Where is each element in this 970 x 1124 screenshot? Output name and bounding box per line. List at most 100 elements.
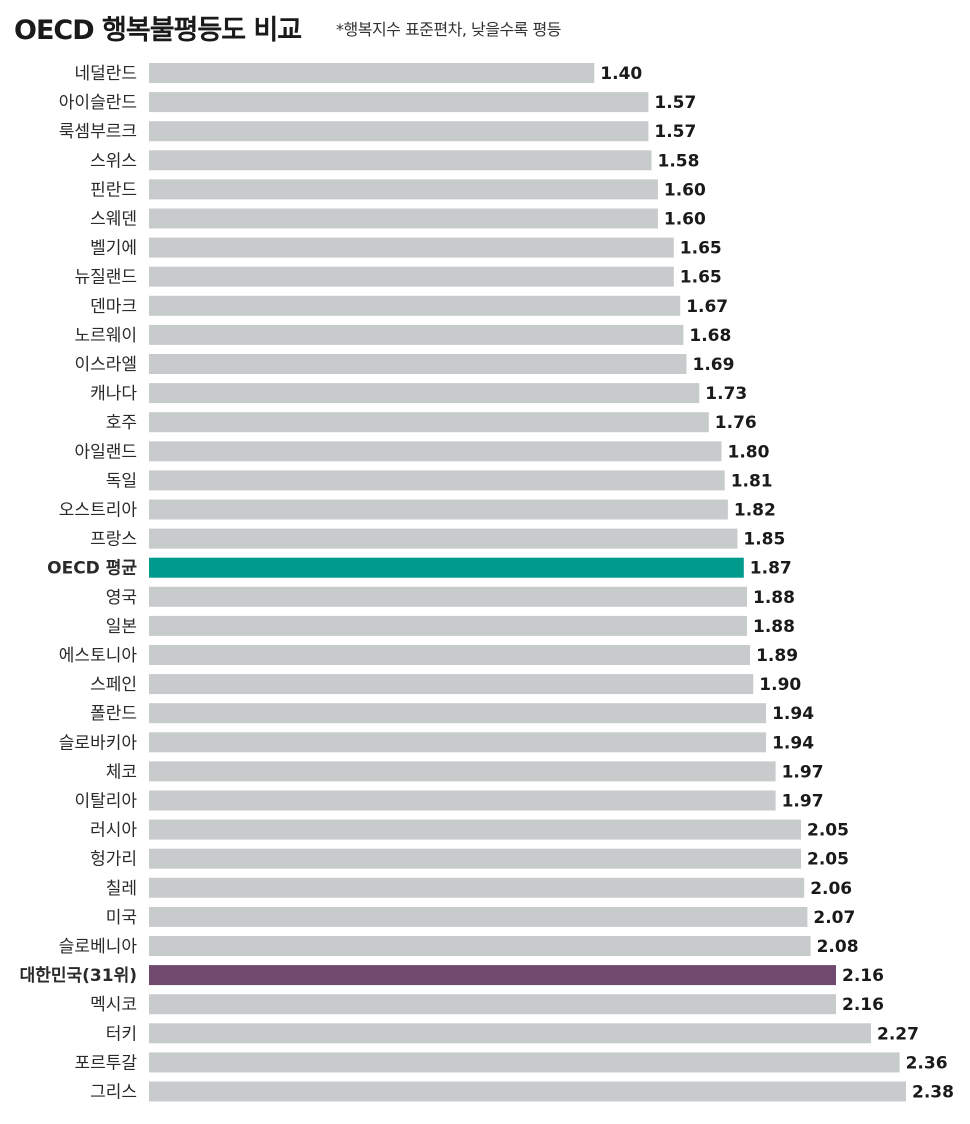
category-label-21: 스페인 — [90, 675, 137, 695]
value-label-23: 1.94 — [772, 733, 814, 753]
category-label-13: 아일랜드 — [74, 442, 137, 462]
category-label-16: 프랑스 — [90, 530, 137, 550]
category-label-26: 러시아 — [90, 821, 137, 841]
category-label-25: 이탈리아 — [74, 792, 137, 812]
value-label-1: 1.57 — [654, 93, 696, 113]
category-label-1: 아이슬란드 — [59, 93, 137, 113]
category-label-35: 그리스 — [90, 1083, 137, 1103]
category-label-5: 스웨덴 — [90, 210, 137, 230]
bar-11 — [149, 383, 700, 404]
bar-8 — [149, 295, 681, 316]
category-label-18: 영국 — [106, 588, 137, 608]
category-label-4: 핀란드 — [90, 180, 137, 200]
value-label-12: 1.76 — [715, 413, 757, 433]
value-label-7: 1.65 — [680, 268, 722, 288]
category-label-3: 스위스 — [90, 151, 137, 171]
chart-subtitle: *행복지수 표준편차, 낮을수록 평등 — [336, 20, 561, 39]
value-label-17: 1.87 — [750, 559, 792, 579]
value-label-15: 1.82 — [734, 501, 776, 521]
value-label-11: 1.73 — [705, 384, 747, 404]
bar-34 — [149, 1052, 900, 1073]
bar-6 — [149, 237, 674, 258]
category-label-11: 캐나다 — [90, 384, 137, 404]
bar-16 — [149, 528, 738, 549]
value-label-24: 1.97 — [782, 762, 824, 782]
value-label-29: 2.07 — [813, 908, 855, 928]
bar-33 — [149, 1023, 871, 1044]
value-label-18: 1.88 — [753, 588, 795, 608]
category-label-2: 룩셈부르크 — [59, 122, 137, 142]
value-label-9: 1.68 — [689, 326, 731, 346]
bar-5 — [149, 208, 658, 229]
category-label-27: 헝가리 — [90, 850, 137, 870]
bar-4 — [149, 179, 658, 200]
bar-10 — [149, 354, 687, 374]
category-label-19: 일본 — [106, 617, 137, 637]
bar-21 — [149, 674, 754, 695]
category-label-12: 호주 — [106, 413, 137, 433]
bar-29 — [149, 906, 808, 927]
value-label-31: 2.16 — [842, 966, 884, 986]
value-label-35: 2.38 — [912, 1083, 954, 1103]
category-label-23: 슬로바키아 — [59, 733, 138, 753]
category-label-17: OECD 평균 — [47, 559, 137, 579]
category-label-34: 포르투갈 — [74, 1053, 137, 1073]
bar-13 — [149, 441, 722, 462]
value-label-32: 2.16 — [842, 995, 884, 1015]
category-label-30: 슬로베니아 — [59, 937, 138, 957]
bar-25 — [149, 790, 776, 811]
value-label-16: 1.85 — [743, 530, 785, 550]
bar-1 — [149, 92, 649, 113]
category-label-14: 독일 — [106, 471, 137, 491]
value-label-6: 1.65 — [680, 239, 722, 259]
category-label-29: 미국 — [106, 908, 137, 928]
category-label-20: 에스토니아 — [59, 646, 138, 666]
bar-28 — [149, 877, 805, 898]
value-label-27: 2.05 — [807, 850, 849, 870]
value-label-10: 1.69 — [693, 355, 735, 375]
category-label-7: 뉴질랜드 — [74, 268, 137, 288]
category-label-32: 멕시코 — [90, 995, 137, 1015]
category-label-6: 벨기에 — [90, 239, 137, 259]
bar-2 — [149, 121, 649, 142]
bar-9 — [149, 324, 684, 345]
value-label-13: 1.80 — [728, 442, 770, 462]
bar-32 — [149, 994, 836, 1015]
category-label-8: 덴마크 — [90, 297, 137, 317]
bar-14 — [149, 470, 725, 491]
bar-23 — [149, 732, 767, 753]
bar-19 — [149, 615, 747, 636]
value-label-25: 1.97 — [782, 792, 824, 812]
value-label-21: 1.90 — [759, 675, 801, 695]
bar-31 — [149, 965, 836, 986]
category-label-28: 칠레 — [106, 879, 137, 899]
category-label-22: 폴란드 — [90, 704, 137, 724]
value-label-5: 1.60 — [664, 210, 706, 230]
bar-17 — [149, 557, 744, 578]
value-label-30: 2.08 — [817, 937, 859, 957]
value-label-26: 2.05 — [807, 821, 849, 841]
value-label-3: 1.58 — [658, 151, 700, 171]
value-label-14: 1.81 — [731, 471, 773, 491]
value-label-20: 1.89 — [756, 646, 798, 666]
category-label-0: 네덜란드 — [74, 64, 137, 84]
category-label-15: 오스트리아 — [59, 501, 138, 521]
category-label-31: 대한민국(31위) — [20, 966, 137, 986]
bar-35 — [149, 1081, 906, 1102]
bar-0 — [149, 63, 595, 83]
value-label-4: 1.60 — [664, 180, 706, 200]
chart-title: OECD 행복불평등도 비교 — [14, 15, 302, 46]
bar-20 — [149, 645, 751, 665]
value-label-0: 1.40 — [600, 64, 642, 84]
bar-26 — [149, 819, 801, 840]
bar-22 — [149, 703, 767, 724]
bar-3 — [149, 150, 652, 171]
value-label-22: 1.94 — [772, 704, 814, 724]
bar-12 — [149, 412, 709, 433]
value-label-33: 2.27 — [877, 1024, 919, 1044]
bar-7 — [149, 266, 674, 287]
category-label-9: 노르웨이 — [74, 326, 137, 346]
bar-24 — [149, 761, 776, 782]
